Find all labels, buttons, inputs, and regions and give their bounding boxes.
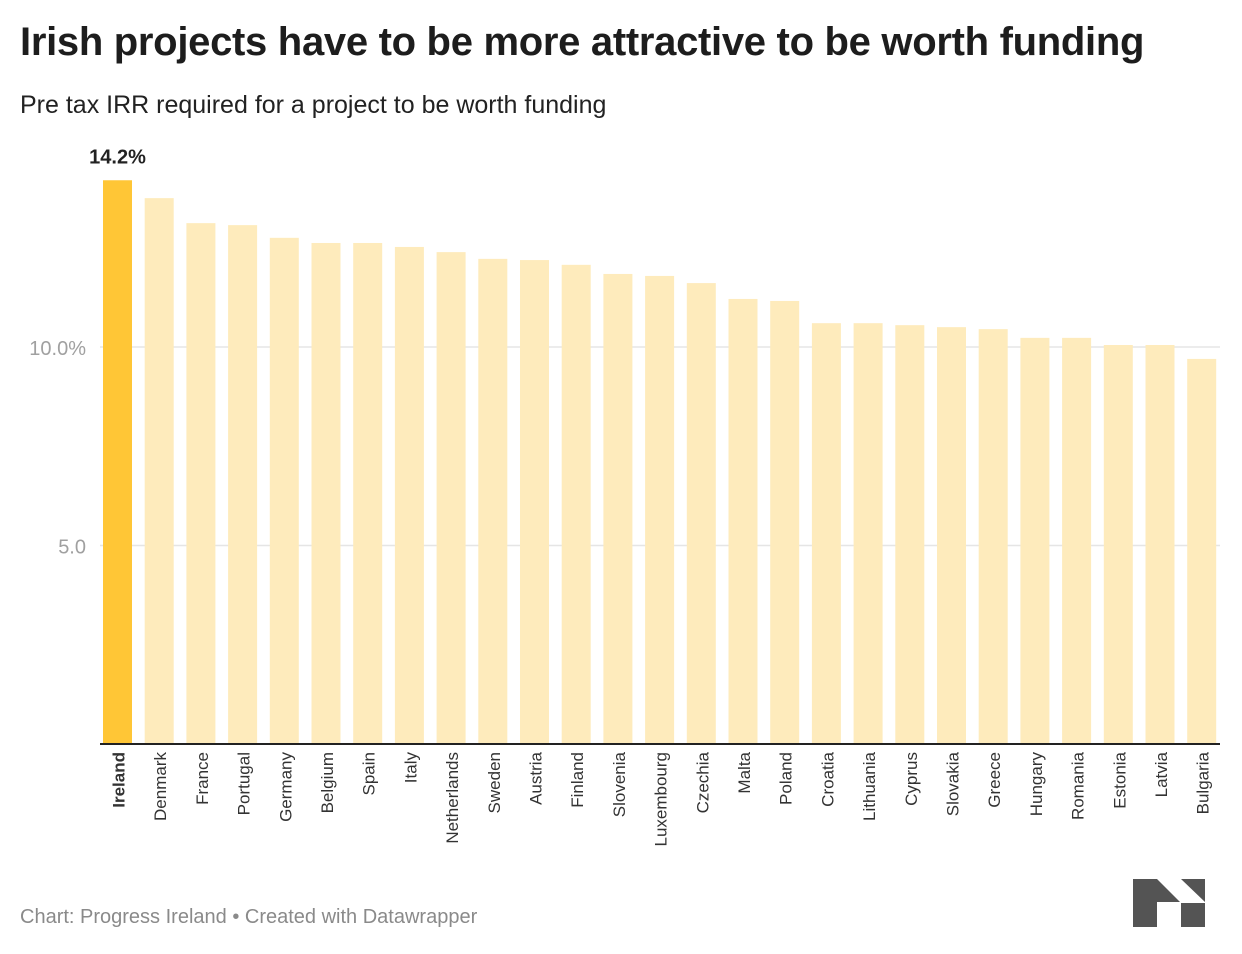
chart-footer: Chart: Progress Ireland • Created with D… (20, 906, 477, 929)
datawrapper-logo-icon (1133, 879, 1205, 927)
x-tick-label: Malta (735, 751, 754, 793)
y-tick-label: 10.0% (29, 338, 86, 360)
x-tick-label: Spain (360, 752, 379, 795)
x-tick-label: Slovenia (610, 751, 629, 817)
x-tick-label: Lithuania (860, 751, 879, 821)
x-tick-label: Cyprus (902, 752, 921, 806)
data-label: 14.2% (89, 146, 146, 168)
bar-austria (520, 260, 549, 744)
bar-poland (770, 300, 800, 744)
bar-france (186, 223, 216, 745)
bar-lithuania (853, 323, 883, 744)
x-tick-label: Croatia (818, 751, 837, 806)
datawrapper-credit[interactable]: Created with Datawrapper (244, 906, 478, 928)
x-tick-label: Denmark (151, 752, 170, 821)
bar-romania (1062, 337, 1092, 744)
x-tick-label: Italy (401, 752, 420, 784)
bar-sweden (478, 258, 508, 744)
x-tick-label: Czechia (693, 751, 712, 813)
x-tick-label: Romania (1069, 751, 1088, 820)
bar-chart: 5.0 10.0% Ireland Denmark France Portugal Germ… (29, 146, 1220, 847)
bar-denmark (144, 198, 174, 744)
separator: • (226, 906, 245, 928)
x-tick-label: Sweden (485, 752, 504, 813)
x-tick-label: Luxembourg (652, 752, 671, 847)
x-tick-label: Estonia (1110, 751, 1129, 808)
source-credit: Chart: Progress Ireland (20, 906, 227, 928)
bar-cyprus (895, 325, 925, 744)
bar-hungary (1020, 337, 1050, 744)
bar-spain (353, 242, 383, 744)
x-tick-label: Netherlands (443, 752, 462, 844)
x-tick-label: Slovakia (944, 751, 963, 816)
x-tick-label: Germany (276, 752, 295, 822)
chart-subtitle: Pre tax IRR required for a project to be… (20, 91, 607, 119)
bar-germany (269, 237, 299, 744)
x-tick-label: Bulgaria (1194, 751, 1213, 814)
bar-italy (394, 246, 424, 744)
y-tick-label: 5.0 (58, 537, 86, 559)
bar-netherlands (436, 252, 466, 744)
bar-croatia (811, 323, 841, 744)
bar-latvia (1145, 345, 1175, 744)
x-tick-label: Austria (527, 751, 546, 804)
bar-finland (561, 264, 591, 744)
bar-belgium (311, 242, 341, 744)
bar-luxembourg (645, 275, 675, 744)
x-tick-label: Latvia (1152, 751, 1171, 797)
x-tick-label: Ireland (110, 752, 129, 808)
bar-slovenia (603, 273, 633, 744)
x-tick-label: Greece (985, 752, 1004, 808)
bar-greece (978, 329, 1008, 744)
x-tick-label: France (193, 752, 212, 805)
x-tick-label: Portugal (235, 752, 254, 815)
bar-portugal (228, 225, 258, 745)
bar-czechia (686, 283, 716, 744)
x-tick-label: Poland (777, 752, 796, 805)
x-tick-label: Finland (568, 752, 587, 808)
bar-bulgaria (1187, 358, 1217, 744)
bar-ireland (103, 180, 132, 744)
bar-estonia (1103, 345, 1133, 744)
x-tick-label: Hungary (1027, 752, 1046, 817)
bar-slovakia (937, 327, 966, 744)
bar-malta (728, 298, 758, 744)
x-tick-label: Belgium (318, 752, 337, 813)
chart-title: Irish projects have to be more attractiv… (20, 20, 1145, 64)
